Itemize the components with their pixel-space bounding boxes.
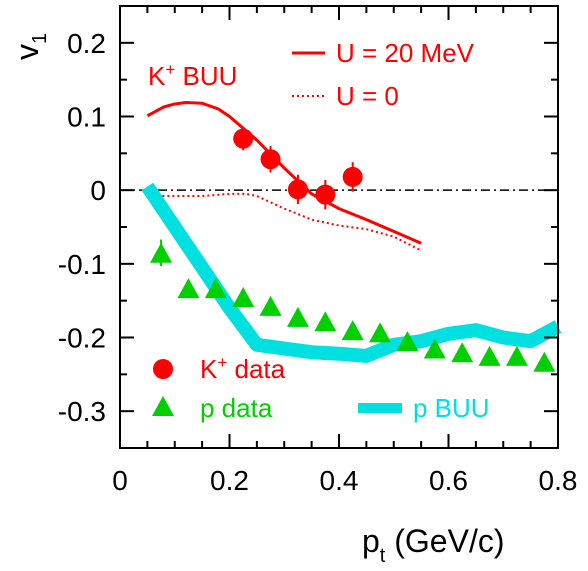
kdata-point [342,166,363,187]
legend-u0-label: U = 0 [336,81,399,111]
kdata-point [315,184,336,205]
kdata-point [260,149,281,170]
pdata-point [286,306,309,327]
x-tick-label: 0.6 [429,465,468,496]
pdata-point [478,345,501,366]
y-tick-label: 0 [90,175,106,206]
x-tick-label: 0.2 [210,465,249,496]
kdata-point [287,179,308,200]
x-tick-label: 0.4 [320,465,359,496]
y-tick-label: -0.3 [58,396,106,427]
pdata-point [423,338,446,359]
pdata-point [396,331,419,352]
legend-pbuu-label: p BUU [413,393,490,423]
legend-u20-label: U = 20 MeV [336,38,475,68]
pdata-point [451,342,474,363]
series-u0-line [147,192,422,252]
kdata-point [233,128,254,149]
pdata-point [150,242,173,263]
y-tick-label: -0.1 [58,249,106,280]
pdata-point [259,295,282,316]
pdata-point [505,345,528,366]
plot-layer: 0 0.2 0.4 0.6 0.8 0.2 0.1 0 -0.1 -0.2 -0.3 [58,5,578,496]
y-axis-title: v1 [9,33,51,60]
pdata-point [533,351,556,372]
series-u20-line [146,100,422,245]
kbuu-label: K+ BUU [148,60,237,91]
legend-pdata-label: p data [200,393,273,423]
y-tick-label: 0.2 [67,28,106,59]
pdata-point [232,286,255,307]
y-tick-label: -0.2 [58,323,106,354]
pdata-point [314,311,337,332]
pdata-point [177,278,200,299]
y-tick-label: 0.1 [67,102,106,133]
pdata-point [369,322,392,343]
legend-kdata-marker [153,359,173,379]
legend-pdata-marker [152,396,174,416]
pdata-point [204,278,227,299]
pdata-point [341,320,364,341]
x-tick-label: 0 [112,465,128,496]
legend-kdata-label: K+ data [200,353,286,384]
x-axis-title: pt (GeV/c) [362,523,504,567]
x-tick-label: 0.8 [539,465,578,496]
